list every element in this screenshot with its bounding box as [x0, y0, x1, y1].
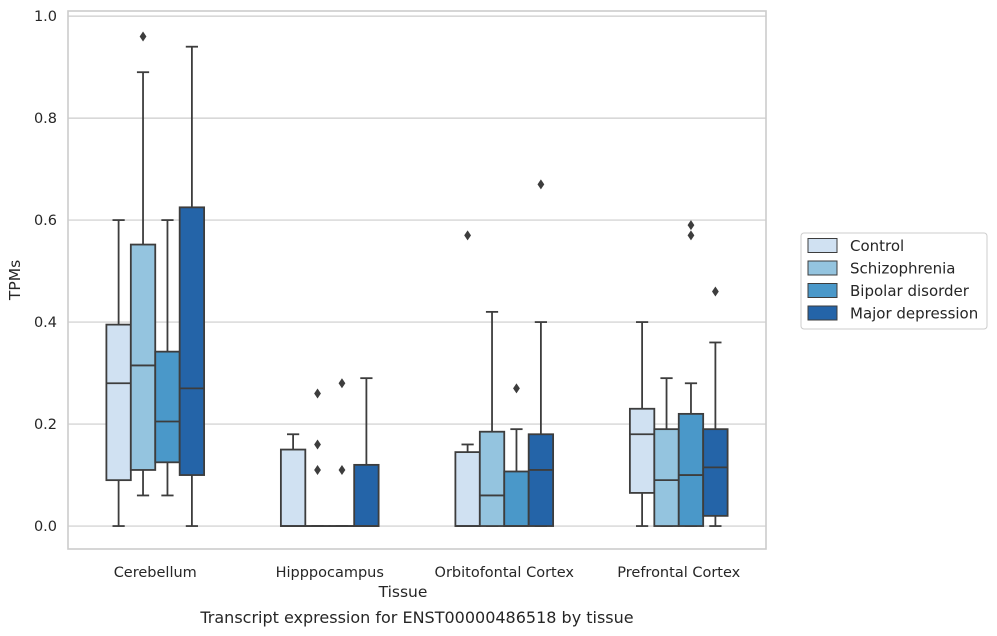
- outlier-point: [314, 439, 321, 450]
- legend-label: Bipolar disorder: [850, 282, 970, 300]
- legend-label: Control: [850, 237, 904, 255]
- y-tick-label: 0.0: [34, 519, 57, 535]
- outlier-point: [513, 383, 520, 394]
- outlier-point: [314, 388, 321, 399]
- chart-caption: Transcript expression for ENST0000048651…: [199, 608, 633, 627]
- y-tick-label: 0.6: [34, 213, 57, 229]
- box-body: [628, 407, 656, 494]
- box-bipolar-disorder: [677, 220, 705, 527]
- box-control: [454, 230, 481, 527]
- box-body: [454, 451, 481, 527]
- box-body: [527, 433, 555, 527]
- plot-frame: [67, 10, 767, 550]
- outlier-point: [711, 286, 719, 297]
- outlier-point: [338, 378, 346, 389]
- box-bipolar-disorder: [154, 219, 181, 497]
- outlier-point: [139, 31, 147, 42]
- y-axis-label: TPMs: [6, 260, 24, 301]
- box-body: [503, 470, 530, 527]
- x-tick-label: Prefrontal Cortex: [617, 565, 740, 581]
- outlier-point: [338, 464, 346, 475]
- legend: Control Schizophrenia Bipolar disorder Majo…: [800, 232, 988, 330]
- box-control: [105, 219, 132, 527]
- box-plots: [105, 31, 729, 527]
- box-body: [353, 463, 380, 527]
- box-body: [478, 430, 506, 527]
- box-bipolar-disorder: [503, 383, 530, 527]
- outlier-point: [687, 230, 695, 241]
- box-major-depression: [178, 45, 206, 527]
- legend-swatch: [807, 260, 838, 276]
- box-schizophrenia: [653, 377, 680, 527]
- box-schizophrenia: [129, 31, 157, 497]
- box-control: [279, 433, 307, 527]
- outlier-point: [687, 220, 695, 231]
- y-tick-label: 0.8: [34, 111, 57, 127]
- legend-swatch: [807, 305, 838, 321]
- outlier-point: [464, 230, 472, 241]
- box-body: [677, 412, 705, 527]
- box-body: [105, 323, 132, 482]
- box-schizophrenia: [304, 388, 331, 527]
- box-major-depression: [702, 286, 729, 527]
- box-major-depression: [527, 179, 555, 527]
- box-control: [628, 321, 656, 527]
- box-bipolar-disorder: [328, 378, 356, 527]
- outlier-point: [537, 179, 545, 190]
- legend-swatch: [807, 283, 838, 298]
- box-body: [702, 428, 729, 517]
- box-body: [129, 243, 157, 471]
- x-tick-label: Orbitofontal Cortex: [435, 565, 575, 581]
- y-tick-labels: 0.0 0.2 0.4 0.6 0.8 1.0: [34, 9, 57, 535]
- x-axis-label: Tissue: [378, 583, 428, 601]
- box-major-depression: [353, 377, 380, 527]
- box-body: [279, 448, 307, 527]
- legend-swatch: [807, 238, 838, 253]
- legend-frame: [800, 232, 988, 330]
- legend-label: Schizophrenia: [850, 260, 955, 278]
- y-tick-label: 0.4: [34, 315, 57, 331]
- box-body: [154, 350, 181, 464]
- outlier-point: [314, 464, 321, 475]
- x-tick-label: Hipppocampus: [276, 565, 384, 581]
- x-tick-labels: Cerebellum Hipppocampus Orbitofontal Corte…: [114, 565, 741, 581]
- box-body: [178, 206, 206, 476]
- y-tick-label: 0.2: [34, 417, 57, 433]
- x-tick-label: Cerebellum: [114, 565, 197, 581]
- y-tick-label: 1.0: [34, 9, 57, 25]
- box-schizophrenia: [478, 310, 506, 527]
- box-body: [653, 428, 680, 527]
- legend-label: Major depression: [850, 305, 978, 323]
